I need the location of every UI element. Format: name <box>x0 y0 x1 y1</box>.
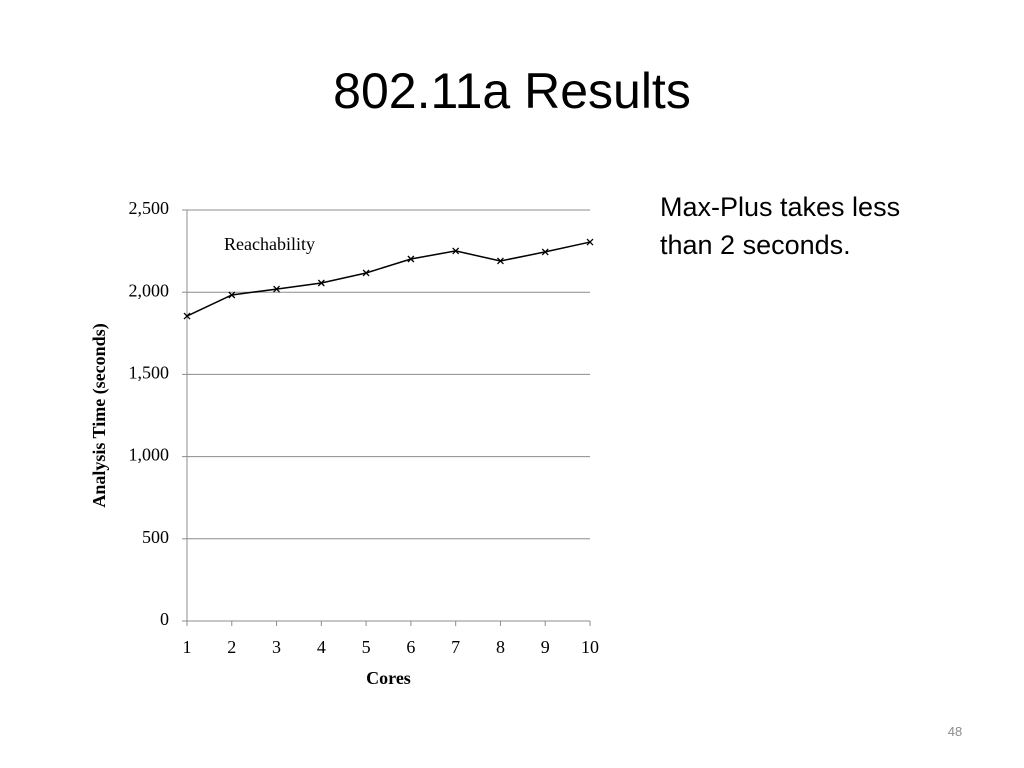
data-point <box>407 255 415 263</box>
slide-title: 802.11a Results <box>333 63 691 119</box>
x-tick-label: 6 <box>406 637 415 657</box>
y-axis-label: Analysis Time (seconds) <box>89 323 110 507</box>
x-tick-label: 5 <box>362 637 371 657</box>
slide-text: Max-Plus takes less than 2 seconds. <box>660 192 901 260</box>
x-tick-label: 10 <box>581 637 599 657</box>
y-tick-label: 1,500 <box>129 363 170 383</box>
series-label: Reachability <box>224 234 315 254</box>
y-tick-label: 2,000 <box>129 280 170 300</box>
x-tick-label: 2 <box>227 637 236 657</box>
data-point <box>362 269 370 277</box>
x-axis-label: Cores <box>366 668 411 688</box>
y-tick-label: 1,000 <box>129 445 170 465</box>
data-point <box>273 285 281 293</box>
data-point <box>541 248 549 256</box>
y-tick-label: 500 <box>142 527 169 547</box>
y-tick-label: 2,500 <box>129 198 170 218</box>
x-tick-label: 1 <box>183 637 192 657</box>
data-point <box>183 312 191 320</box>
x-tick-label: 9 <box>541 637 550 657</box>
data-point <box>228 291 236 299</box>
y-tick-label: 0 <box>160 609 169 629</box>
page-number: 48 <box>947 724 963 739</box>
data-point <box>317 279 325 287</box>
data-point <box>496 257 504 265</box>
data-point <box>586 238 594 246</box>
x-tick-label: 3 <box>272 637 281 657</box>
data-point <box>452 247 460 255</box>
x-tick-label: 4 <box>317 637 326 657</box>
data-line <box>186 241 591 317</box>
x-tick-label: 8 <box>496 637 505 657</box>
x-tick-label: 7 <box>451 637 460 657</box>
